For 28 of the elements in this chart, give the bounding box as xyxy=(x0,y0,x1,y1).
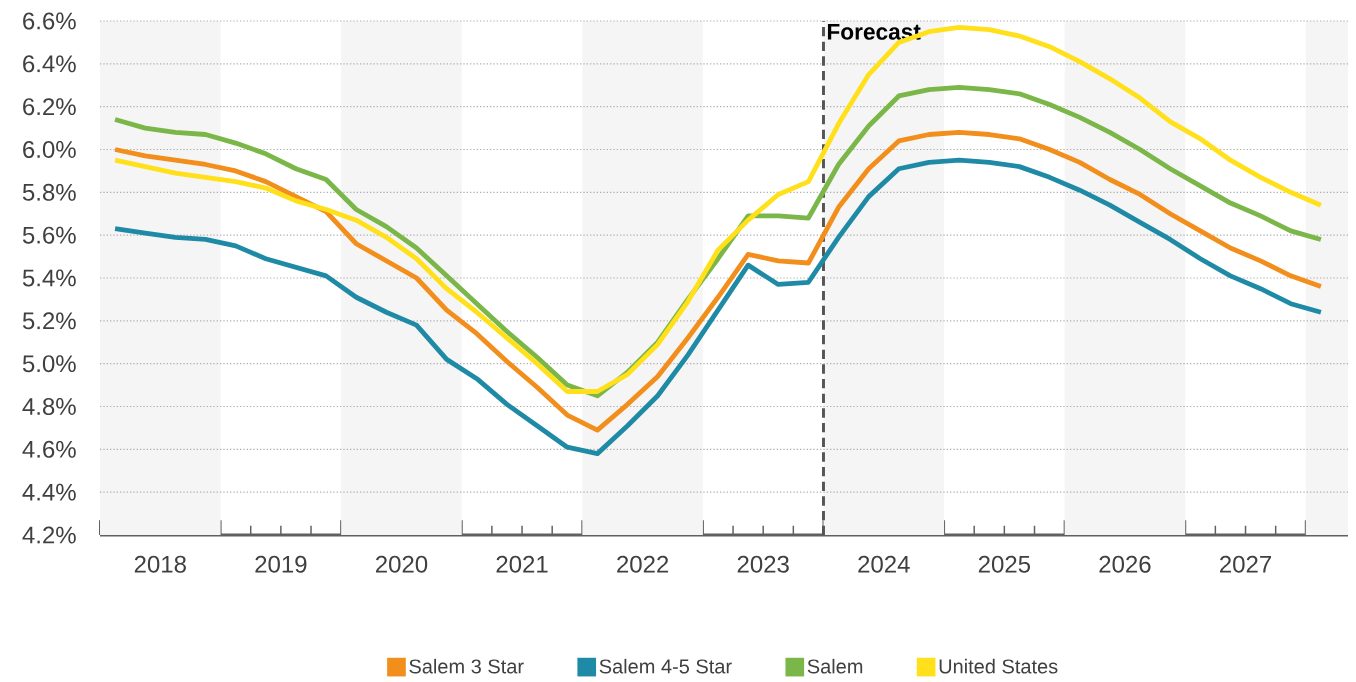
x-tick-label: 2020 xyxy=(375,555,428,573)
y-tick-label: 6.4% xyxy=(23,55,76,73)
legend-label: United States xyxy=(939,658,1058,674)
y-tick-label: 4.2% xyxy=(22,526,76,544)
y-tick-label: 4.4% xyxy=(22,483,76,501)
ref-line-label: Forecast xyxy=(827,23,921,40)
y-tick-label: 6.0% xyxy=(23,140,76,158)
y-tick-label: 4.8% xyxy=(22,397,76,415)
y-tick-label: 5.6% xyxy=(22,226,76,244)
x-tick-label: 2021 xyxy=(496,555,548,573)
legend-label: Salem xyxy=(807,658,863,674)
y-tick-label: 5.2% xyxy=(22,312,76,330)
x-tick-label: 2018 xyxy=(134,555,186,573)
x-tick-label: 2023 xyxy=(737,555,789,573)
y-tick-label: 5.0% xyxy=(22,355,76,373)
y-tick-label: 4.6% xyxy=(22,440,76,458)
x-tick-label: 2025 xyxy=(978,555,1031,573)
x-tick-label: 2026 xyxy=(1099,555,1151,573)
y-tick-label: 6.2% xyxy=(23,98,76,116)
y-tick-label: 5.4% xyxy=(22,269,76,287)
legend-label: Salem 4-5 Star xyxy=(599,658,732,674)
y-tick-label: 5.8% xyxy=(22,183,76,201)
x-tick-label: 2019 xyxy=(255,555,307,573)
y-tick-label: 6.6% xyxy=(23,12,76,30)
x-tick-label: 2027 xyxy=(1220,555,1272,573)
legend-label: Salem 3 Star xyxy=(409,658,524,674)
x-tick-label: 2024 xyxy=(858,555,910,573)
x-tick-label: 2022 xyxy=(617,555,669,573)
